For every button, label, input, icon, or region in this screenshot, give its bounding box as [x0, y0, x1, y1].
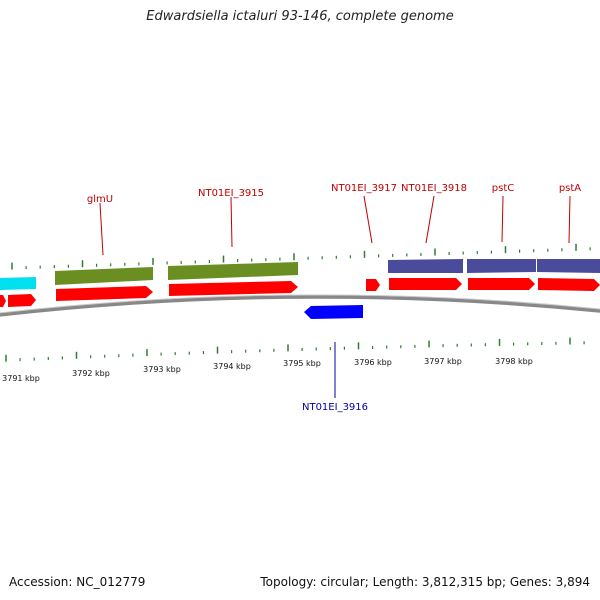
leader-line	[425, 195, 435, 244]
gene-label[interactable]: pstA	[559, 183, 581, 194]
cds-arrow[interactable]	[468, 278, 535, 290]
gene-block-purple[interactable]	[537, 259, 600, 273]
scale-label: 3797 kbp	[424, 357, 462, 366]
scale-label: 3794 kbp	[213, 362, 251, 371]
scale-label: 3798 kbp	[495, 357, 533, 366]
cds-arrow[interactable]	[366, 279, 380, 291]
scale-labels: 3791 kbp 3792 kbp 3793 kbp 3794 kbp 3795…	[2, 357, 533, 383]
cds-arrow-reverse[interactable]	[304, 305, 363, 319]
cds-arrow[interactable]	[169, 281, 298, 296]
genome-backbone	[0, 295, 600, 317]
scale-label: 3793 kbp	[143, 365, 181, 374]
cds-arrow[interactable]	[0, 295, 6, 307]
leader-line	[363, 195, 373, 244]
leader-line	[501, 195, 504, 243]
scale-label: 3791 kbp	[2, 374, 40, 383]
leader-line	[568, 195, 571, 244]
scale-label: 3792 kbp	[72, 369, 110, 378]
leader-line	[99, 202, 104, 256]
scale-label: 3796 kbp	[354, 358, 392, 367]
gene-label[interactable]: pstC	[492, 183, 514, 194]
gene-block-purple[interactable]	[467, 259, 536, 273]
gene-blocks	[0, 259, 600, 290]
genome-summary-text: Topology: circular; Length: 3,812,315 bp…	[260, 575, 590, 589]
gene-block-cyan[interactable]	[0, 277, 36, 290]
genome-backbone-highlight	[0, 294, 600, 314]
gene-block-purple[interactable]	[388, 259, 463, 273]
scale-label: 3795 kbp	[283, 359, 321, 368]
map-title: Edwardsiella ictaluri 93-146, complete g…	[146, 9, 454, 24]
gene-block-green[interactable]	[55, 267, 153, 285]
cds-arrow[interactable]	[56, 286, 153, 301]
gene-labels: glmU NT01EI_3915 NT01EI_3917 NT01EI_3918…	[87, 183, 581, 413]
inner-tick-row	[5, 337, 585, 362]
cds-arrow[interactable]	[389, 278, 462, 290]
outer-tick-row	[11, 243, 591, 270]
accession-text: Accession: NC_012779	[9, 575, 146, 589]
cds-arrows	[0, 278, 600, 319]
cds-arrow[interactable]	[538, 278, 600, 291]
leader-line	[230, 196, 233, 248]
gene-label[interactable]: glmU	[87, 194, 113, 205]
cds-arrow[interactable]	[8, 294, 36, 307]
gene-block-green[interactable]	[168, 262, 298, 280]
gene-label[interactable]: NT01EI_3916	[302, 402, 368, 413]
gene-label[interactable]: NT01EI_3917	[331, 183, 397, 194]
gene-label-leaders	[99, 195, 571, 398]
gene-label[interactable]: NT01EI_3918	[401, 183, 467, 194]
gene-label[interactable]: NT01EI_3915	[198, 188, 264, 199]
